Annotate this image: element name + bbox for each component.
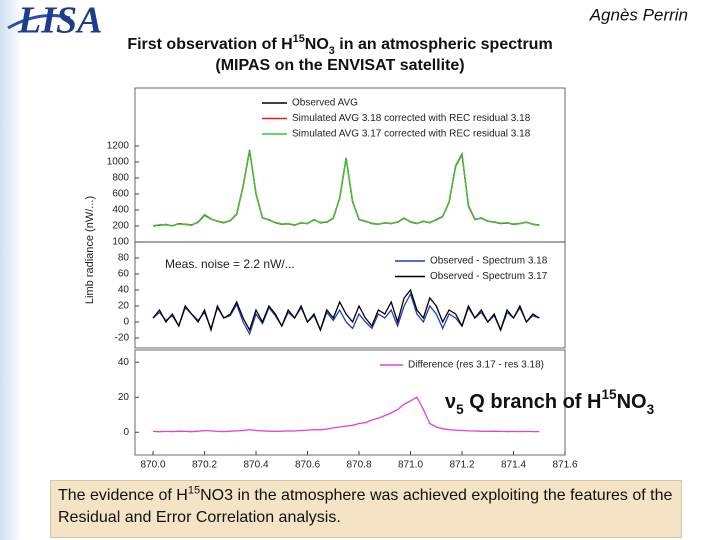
x-tick-label: 871.0 xyxy=(398,460,423,471)
text-run: NO3 in the atmosphere was achieved explo… xyxy=(58,487,673,526)
x-tick-label: 870.2 xyxy=(192,460,217,471)
text-run: NO xyxy=(305,36,329,53)
author: Agnès Perrin xyxy=(589,5,688,24)
y-tick-label: 0 xyxy=(123,317,129,328)
y-axis-label: Limb radiance (nW/...) xyxy=(84,196,96,304)
text-run: (MIPAS on the ENVISAT satellite) xyxy=(215,57,464,74)
x-tick-label: 871.4 xyxy=(501,460,526,471)
y-tick-label: 100 xyxy=(112,237,129,248)
y-tick-label: 1200 xyxy=(107,141,130,152)
series-line xyxy=(152,396,540,433)
x-tick-label: 870.8 xyxy=(346,460,371,471)
panel-note: Meas. noise = 2.2 nW/... xyxy=(165,257,295,271)
text-run: The evidence of H xyxy=(58,487,188,504)
y-tick-label: 20 xyxy=(118,301,130,312)
legend-label: Observed - Spectrum 3.18 xyxy=(430,256,548,267)
y-tick-label: 40 xyxy=(118,357,130,368)
text-run: in an atmospheric spectrum xyxy=(335,36,553,53)
y-tick-label: 40 xyxy=(118,285,130,296)
x-tick-label: 870.6 xyxy=(295,460,320,471)
y-tick-label: -20 xyxy=(115,333,130,344)
y-tick-label: 800 xyxy=(112,173,129,184)
logo: LISA xyxy=(17,0,102,42)
x-tick-label: 871.2 xyxy=(449,460,474,471)
x-tick-label: 871.6 xyxy=(552,460,577,471)
x-tick-label: 870.0 xyxy=(141,460,166,471)
text-run: 3 xyxy=(647,402,655,417)
series-line xyxy=(152,288,540,333)
annotation: ν5 Q branch of H15NO3 xyxy=(445,387,655,417)
text-run: 3 xyxy=(329,45,335,57)
text-run: 5 xyxy=(456,402,464,417)
series-line xyxy=(152,150,540,227)
slide-title: First observation of H15NO3 in an atmosp… xyxy=(127,33,552,57)
text-run: 15 xyxy=(601,387,617,402)
y-tick-label: 1000 xyxy=(107,157,130,168)
text-run: NO xyxy=(617,391,647,413)
y-tick-label: 20 xyxy=(118,392,130,403)
y-tick-label: 80 xyxy=(118,253,130,264)
logo-swoosh xyxy=(7,14,71,30)
panel-frame xyxy=(134,349,566,456)
chart-background xyxy=(27,66,605,476)
text-run: Q branch of H xyxy=(464,391,602,413)
y-tick-label: 600 xyxy=(112,189,129,200)
y-tick-label: 200 xyxy=(112,221,129,232)
panel-frame xyxy=(134,241,566,349)
text-run: First observation of H xyxy=(127,36,292,53)
slide-title: (MIPAS on the ENVISAT satellite) xyxy=(215,57,464,74)
footer-note: The evidence of H15NO3 in the atmosphere… xyxy=(50,480,682,538)
text-run: 15 xyxy=(187,484,201,497)
legend-label: Observed AVG xyxy=(292,98,358,109)
text-run: ν xyxy=(445,391,456,413)
legend-label: Observed - Spectrum 3.17 xyxy=(430,271,548,282)
y-tick-label: 0 xyxy=(123,427,129,438)
legend-label: Simulated AVG 3.17 corrected with REC re… xyxy=(292,129,531,140)
y-tick-label: 400 xyxy=(112,205,129,216)
legend-label: Simulated AVG 3.18 corrected with REC re… xyxy=(292,113,531,124)
x-tick-label: 870.4 xyxy=(244,460,269,471)
text-run: 15 xyxy=(293,33,305,45)
y-tick-label: 60 xyxy=(118,269,130,280)
legend-label: Difference (res 3.17 - res 3.18) xyxy=(408,360,544,371)
